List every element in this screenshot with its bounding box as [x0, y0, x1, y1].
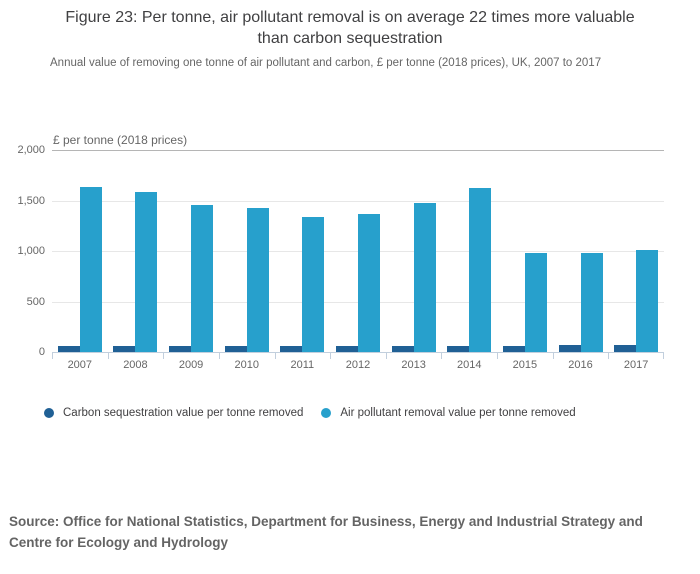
y-tick-label-500: 500	[26, 295, 45, 308]
source-line-2: Centre for Ecology and Hydrology	[9, 535, 229, 550]
x-tick-label-2017: 2017	[623, 359, 649, 371]
bar-air-2010	[246, 207, 269, 352]
chart-subtitle: Annual value of removing one tonne of ai…	[50, 57, 602, 69]
y-tick-label-1500: 1,500	[17, 194, 45, 207]
legend-item-carbon[interactable]: Carbon sequestration value per tonne rem…	[44, 407, 303, 419]
y-tick-label-2000: 2,000	[17, 144, 45, 156]
x-axis-tick	[275, 352, 276, 359]
gridline-1500	[52, 200, 664, 202]
x-tick-label-2010: 2010	[234, 359, 259, 371]
bar-air-2014	[469, 187, 492, 352]
x-tick-label-2015: 2015	[512, 359, 538, 371]
bar-air-2013	[413, 202, 436, 352]
x-axis-tick	[219, 352, 220, 359]
x-tick-label-2013: 2013	[401, 359, 426, 371]
x-axis-tick	[108, 352, 109, 359]
bar-carbon-2014	[447, 345, 470, 352]
chart-title: Figure 23: Per tonne, air pollutant remo…	[65, 9, 635, 47]
x-axis-tick	[441, 352, 442, 359]
bar-air-2008	[135, 192, 158, 352]
bar-air-2015	[524, 253, 547, 352]
x-axis-tick	[386, 352, 387, 359]
y-tick-label-0: 0	[38, 346, 45, 358]
bar-air-2009	[191, 205, 214, 352]
legend-label-carbon: Carbon sequestration value per tonne rem…	[63, 407, 304, 419]
y-axis-unit-label: £ per tonne (2018 prices)	[53, 133, 188, 147]
x-axis-tick	[52, 352, 53, 359]
x-axis-tick	[553, 352, 554, 359]
x-axis-tick	[330, 352, 331, 359]
legend-label-air: Air pollutant removal value per tonne re…	[340, 407, 576, 419]
x-axis-tick	[163, 352, 164, 359]
gridline-2000	[52, 150, 664, 151]
x-tick-label-2009: 2009	[178, 359, 204, 371]
bar-air-2012	[358, 214, 380, 352]
source-line-1: Source: Office for National Statistics, …	[9, 514, 643, 529]
x-tick-label-2008: 2008	[123, 359, 148, 371]
x-tick-label-2007: 2007	[67, 359, 93, 371]
bar-carbon-2012	[336, 345, 358, 352]
bar-air-2007	[79, 186, 102, 352]
x-tick-label-2014: 2014	[457, 359, 482, 371]
bar-carbon-2015	[502, 345, 525, 352]
bar-carbon-2008	[113, 345, 136, 352]
legend-marker-carbon-icon	[44, 408, 54, 418]
legend-item-air[interactable]: Air pollutant removal value per tonne re…	[321, 407, 576, 419]
bar-air-2011	[302, 216, 325, 352]
y-tick-label-1000: 1,000	[17, 245, 45, 257]
x-tick-label-2011: 2011	[290, 359, 315, 371]
bar-carbon-2007	[57, 345, 80, 352]
bar-carbon-2010	[224, 345, 247, 352]
plot-area	[52, 150, 664, 359]
x-axis-tick	[497, 352, 498, 359]
legend: Carbon sequestration value per tonne rem…	[44, 407, 594, 419]
x-axis-tick	[663, 352, 664, 359]
x-tick-label-2012: 2012	[345, 359, 371, 371]
bar-air-2016	[580, 253, 603, 352]
bar-air-2017	[636, 249, 659, 352]
source-note: Source: Office for National Statistics, …	[9, 511, 699, 553]
bar-carbon-2009	[169, 345, 192, 352]
bar-carbon-2016	[558, 344, 581, 352]
x-axis-tick	[608, 352, 609, 359]
bar-carbon-2013	[391, 345, 414, 352]
bar-carbon-2017	[614, 344, 637, 352]
legend-marker-air-icon	[321, 408, 332, 418]
bar-carbon-2011	[280, 345, 303, 352]
x-tick-label-2016: 2016	[568, 359, 593, 371]
